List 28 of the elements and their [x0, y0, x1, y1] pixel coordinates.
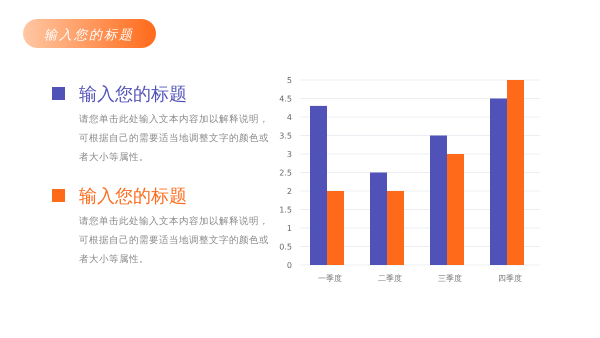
x-tick-label: 四季度	[498, 274, 522, 283]
y-tick-label: 1.5	[279, 206, 292, 214]
x-tick-label: 一季度	[318, 274, 342, 283]
x-tick-label: 二季度	[378, 274, 402, 283]
y-tick-label: 2	[286, 187, 292, 196]
text: 请您单击此处输入文本内容加以解释说明，可根据自己的需要适当地调整文字的颜色或者大小等属性。	[79, 215, 269, 265]
bar	[507, 80, 524, 265]
bar	[490, 98, 507, 265]
x-tick-label: 三季度	[438, 274, 462, 283]
y-tick-label: 3.5	[279, 132, 292, 140]
y-tick-label: 5	[286, 76, 292, 85]
text: 请您单击此处输入文本内容加以解释说明，可根据自己的需要适当地调整文字的颜色或者大小等属性。	[79, 113, 269, 163]
text: 输入您的标题	[44, 28, 134, 43]
bar	[327, 191, 344, 265]
y-tick-label: 0	[286, 261, 292, 270]
bar	[447, 154, 464, 265]
bar	[387, 191, 404, 265]
y-tick-label: 0.5	[279, 242, 292, 252]
y-tick-label: 4	[286, 113, 292, 122]
y-tick-label: 4.5	[279, 94, 292, 104]
legend-label: 输入您的标题	[79, 84, 187, 105]
y-tick-label: 2.5	[279, 168, 292, 178]
bar	[370, 172, 387, 265]
y-tick-label: 1	[286, 224, 292, 233]
y-tick-label: 3	[286, 150, 292, 159]
bar	[430, 136, 447, 265]
bar	[310, 106, 327, 265]
legend-label: 输入您的标题	[79, 186, 187, 207]
